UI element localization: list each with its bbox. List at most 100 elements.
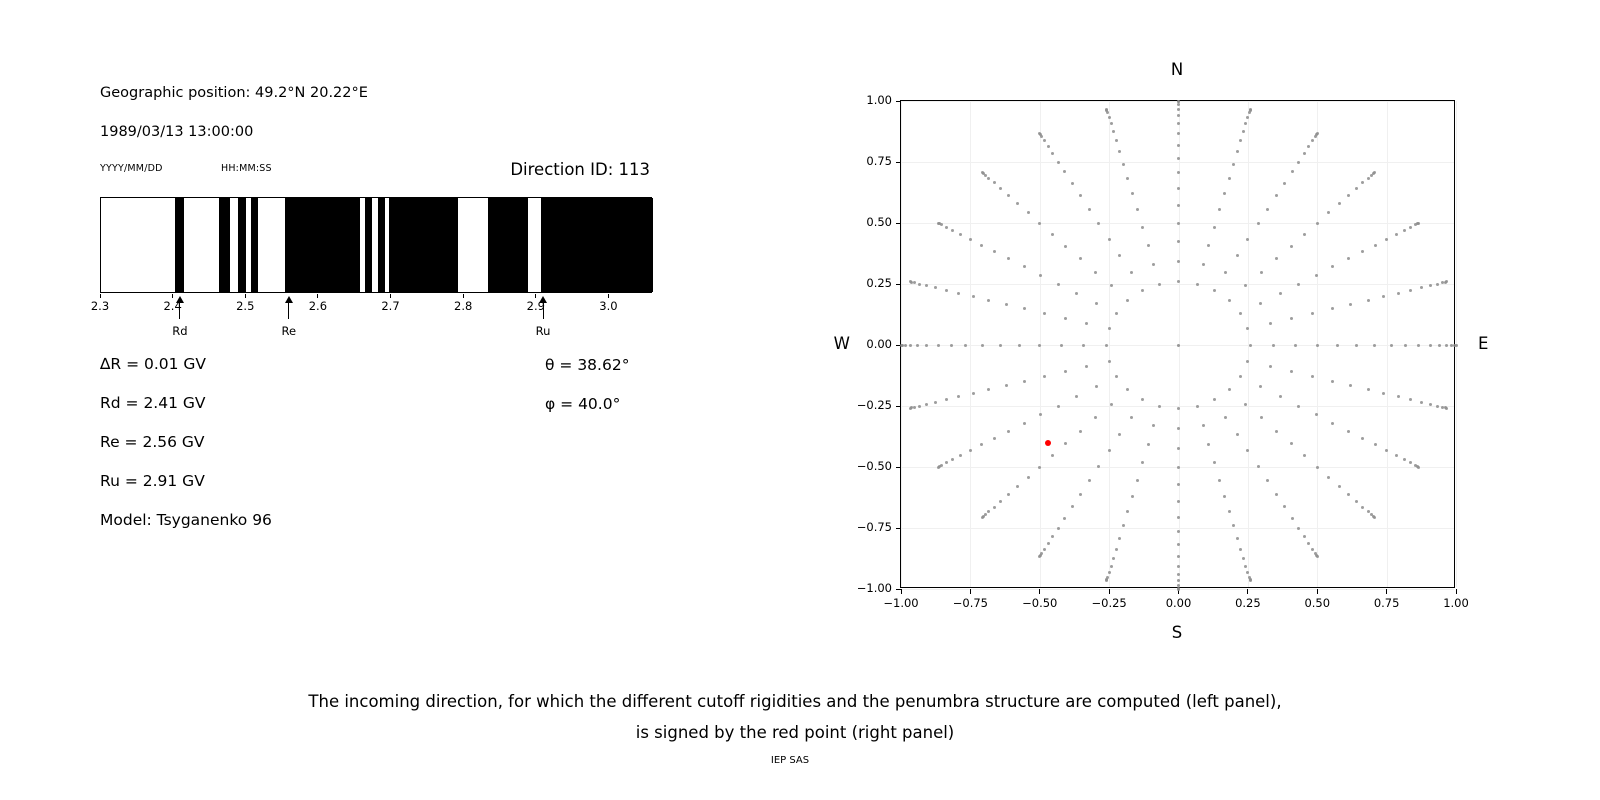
grid-dot (903, 343, 907, 347)
grid-dot (999, 499, 1003, 503)
param-rd: Rd = 2.41 GV (100, 394, 206, 412)
grid-dot (1105, 343, 1109, 347)
grid-dot (1435, 404, 1439, 408)
grid-dot (1297, 160, 1301, 164)
grid-dot (1413, 463, 1417, 467)
penumbra-band (284, 198, 360, 292)
compass-east-label: E (1478, 334, 1489, 353)
grid-dot (983, 513, 987, 517)
grid-dot (1242, 129, 1246, 133)
grid-dot (1366, 298, 1370, 302)
grid-dot (1039, 273, 1043, 277)
grid-dot (1212, 398, 1216, 402)
grid-dot (1177, 500, 1180, 504)
grid-dot (1394, 454, 1398, 458)
grid-dot (1256, 464, 1260, 468)
grid-dot (1336, 343, 1340, 347)
penumbra-band (175, 198, 184, 292)
grid-dot (1297, 404, 1301, 408)
grid-dot (1177, 446, 1180, 450)
grid-dot (1385, 449, 1389, 453)
grid-dot (1042, 375, 1046, 379)
grid-dot (1409, 461, 1413, 465)
penumbra-band (364, 198, 372, 292)
grid-dot (1256, 222, 1260, 226)
grid-dot (1366, 510, 1370, 514)
grid-dot (1244, 284, 1248, 288)
grid-dot (1248, 579, 1252, 583)
grid-dot (1271, 343, 1275, 347)
grid-dot (1289, 442, 1293, 446)
grid-dot (1023, 307, 1027, 311)
selected-direction-point (1045, 439, 1052, 446)
grid-dot (1042, 547, 1046, 551)
grid-dot (1051, 535, 1055, 538)
penumbra-band (250, 198, 258, 292)
grid-dot (1313, 135, 1317, 139)
grid-dot (1129, 415, 1133, 419)
grid-dot (1004, 302, 1008, 306)
grid-dot (1106, 111, 1110, 115)
grid-dot (1094, 385, 1098, 389)
grid-dot (1355, 343, 1359, 347)
x-tick-mark (1039, 589, 1041, 594)
compass-west-label: W (833, 334, 850, 353)
y-tick-mark (896, 161, 901, 163)
grid-dot (987, 298, 991, 302)
grid-dot (925, 402, 929, 406)
grid-dot (1314, 413, 1318, 417)
y-tick-mark (896, 222, 901, 224)
grid-dot (1289, 244, 1293, 248)
grid-dot (1389, 343, 1393, 347)
grid-dot (1118, 150, 1122, 154)
grid-dot (1337, 484, 1341, 488)
grid-dot (980, 243, 984, 247)
grid-dot (1278, 291, 1282, 295)
grid-dot (1195, 282, 1199, 286)
penumbra-tick-mark (99, 294, 101, 298)
grid-dot (1227, 176, 1231, 180)
grid-dot (1177, 260, 1180, 264)
penumbra-x-tick-label: 2.7 (381, 299, 400, 313)
x-tick-mark (1247, 589, 1249, 594)
grid-dot (1346, 257, 1350, 261)
x-tick-label: 0.25 (1235, 596, 1261, 610)
grid-dot (1307, 144, 1311, 148)
grid-dot (1331, 421, 1335, 425)
grid-dot (1311, 375, 1315, 379)
grid-dot (1354, 187, 1358, 191)
grid-dot (1437, 343, 1441, 347)
datetime-label: 1989/03/13 13:00:00 (100, 124, 254, 140)
grid-dot (1440, 281, 1444, 285)
grid-dot (987, 510, 991, 514)
grid-dot (1016, 484, 1020, 488)
grid-dot (1207, 443, 1211, 447)
grid-dot (1022, 265, 1026, 269)
grid-dot (1085, 321, 1089, 325)
grid-dot (1259, 270, 1263, 274)
gridline-vertical (1386, 101, 1388, 587)
grid-dot (1177, 170, 1180, 174)
grid-dot (1118, 254, 1122, 258)
grid-dot (1063, 316, 1067, 320)
grid-dot (971, 295, 975, 299)
grid-dot (1417, 343, 1421, 347)
grid-dot (1059, 343, 1063, 347)
grid-dot (1042, 139, 1046, 143)
grid-dot (1026, 211, 1030, 215)
penumbra-tick-mark (244, 294, 246, 298)
grid-dot (1050, 232, 1054, 236)
grid-dot (1246, 449, 1250, 453)
grid-dot (1177, 143, 1180, 147)
grid-dot (1114, 311, 1118, 315)
time-format-label: HH:MM:SS (221, 163, 272, 174)
grid-dot (1177, 572, 1180, 576)
x-tick-mark (1386, 589, 1388, 594)
grid-dot (1177, 564, 1180, 568)
grid-dot (1212, 288, 1216, 292)
grid-dot (992, 250, 996, 254)
y-tick-mark (896, 588, 901, 590)
grid-dot (1244, 402, 1248, 406)
grid-dot (913, 405, 917, 409)
